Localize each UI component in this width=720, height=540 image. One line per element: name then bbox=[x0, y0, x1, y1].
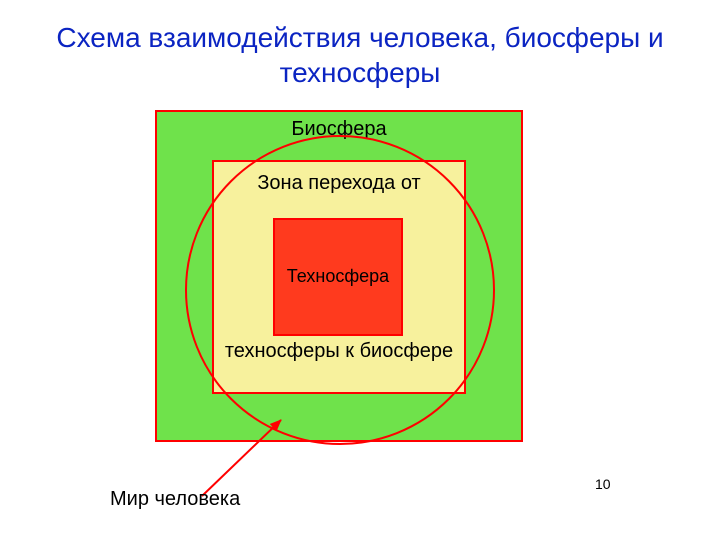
title-text: Схема взаимодействия человека, биосферы … bbox=[56, 22, 663, 88]
diagram-title: Схема взаимодействия человека, биосферы … bbox=[0, 20, 720, 90]
human-world-circle bbox=[185, 135, 495, 445]
page-number: 10 bbox=[595, 476, 611, 492]
human-world-caption-text: Мир человека bbox=[110, 488, 240, 510]
page-number-text: 10 bbox=[595, 476, 611, 492]
human-world-caption: Мир человека bbox=[110, 488, 240, 511]
